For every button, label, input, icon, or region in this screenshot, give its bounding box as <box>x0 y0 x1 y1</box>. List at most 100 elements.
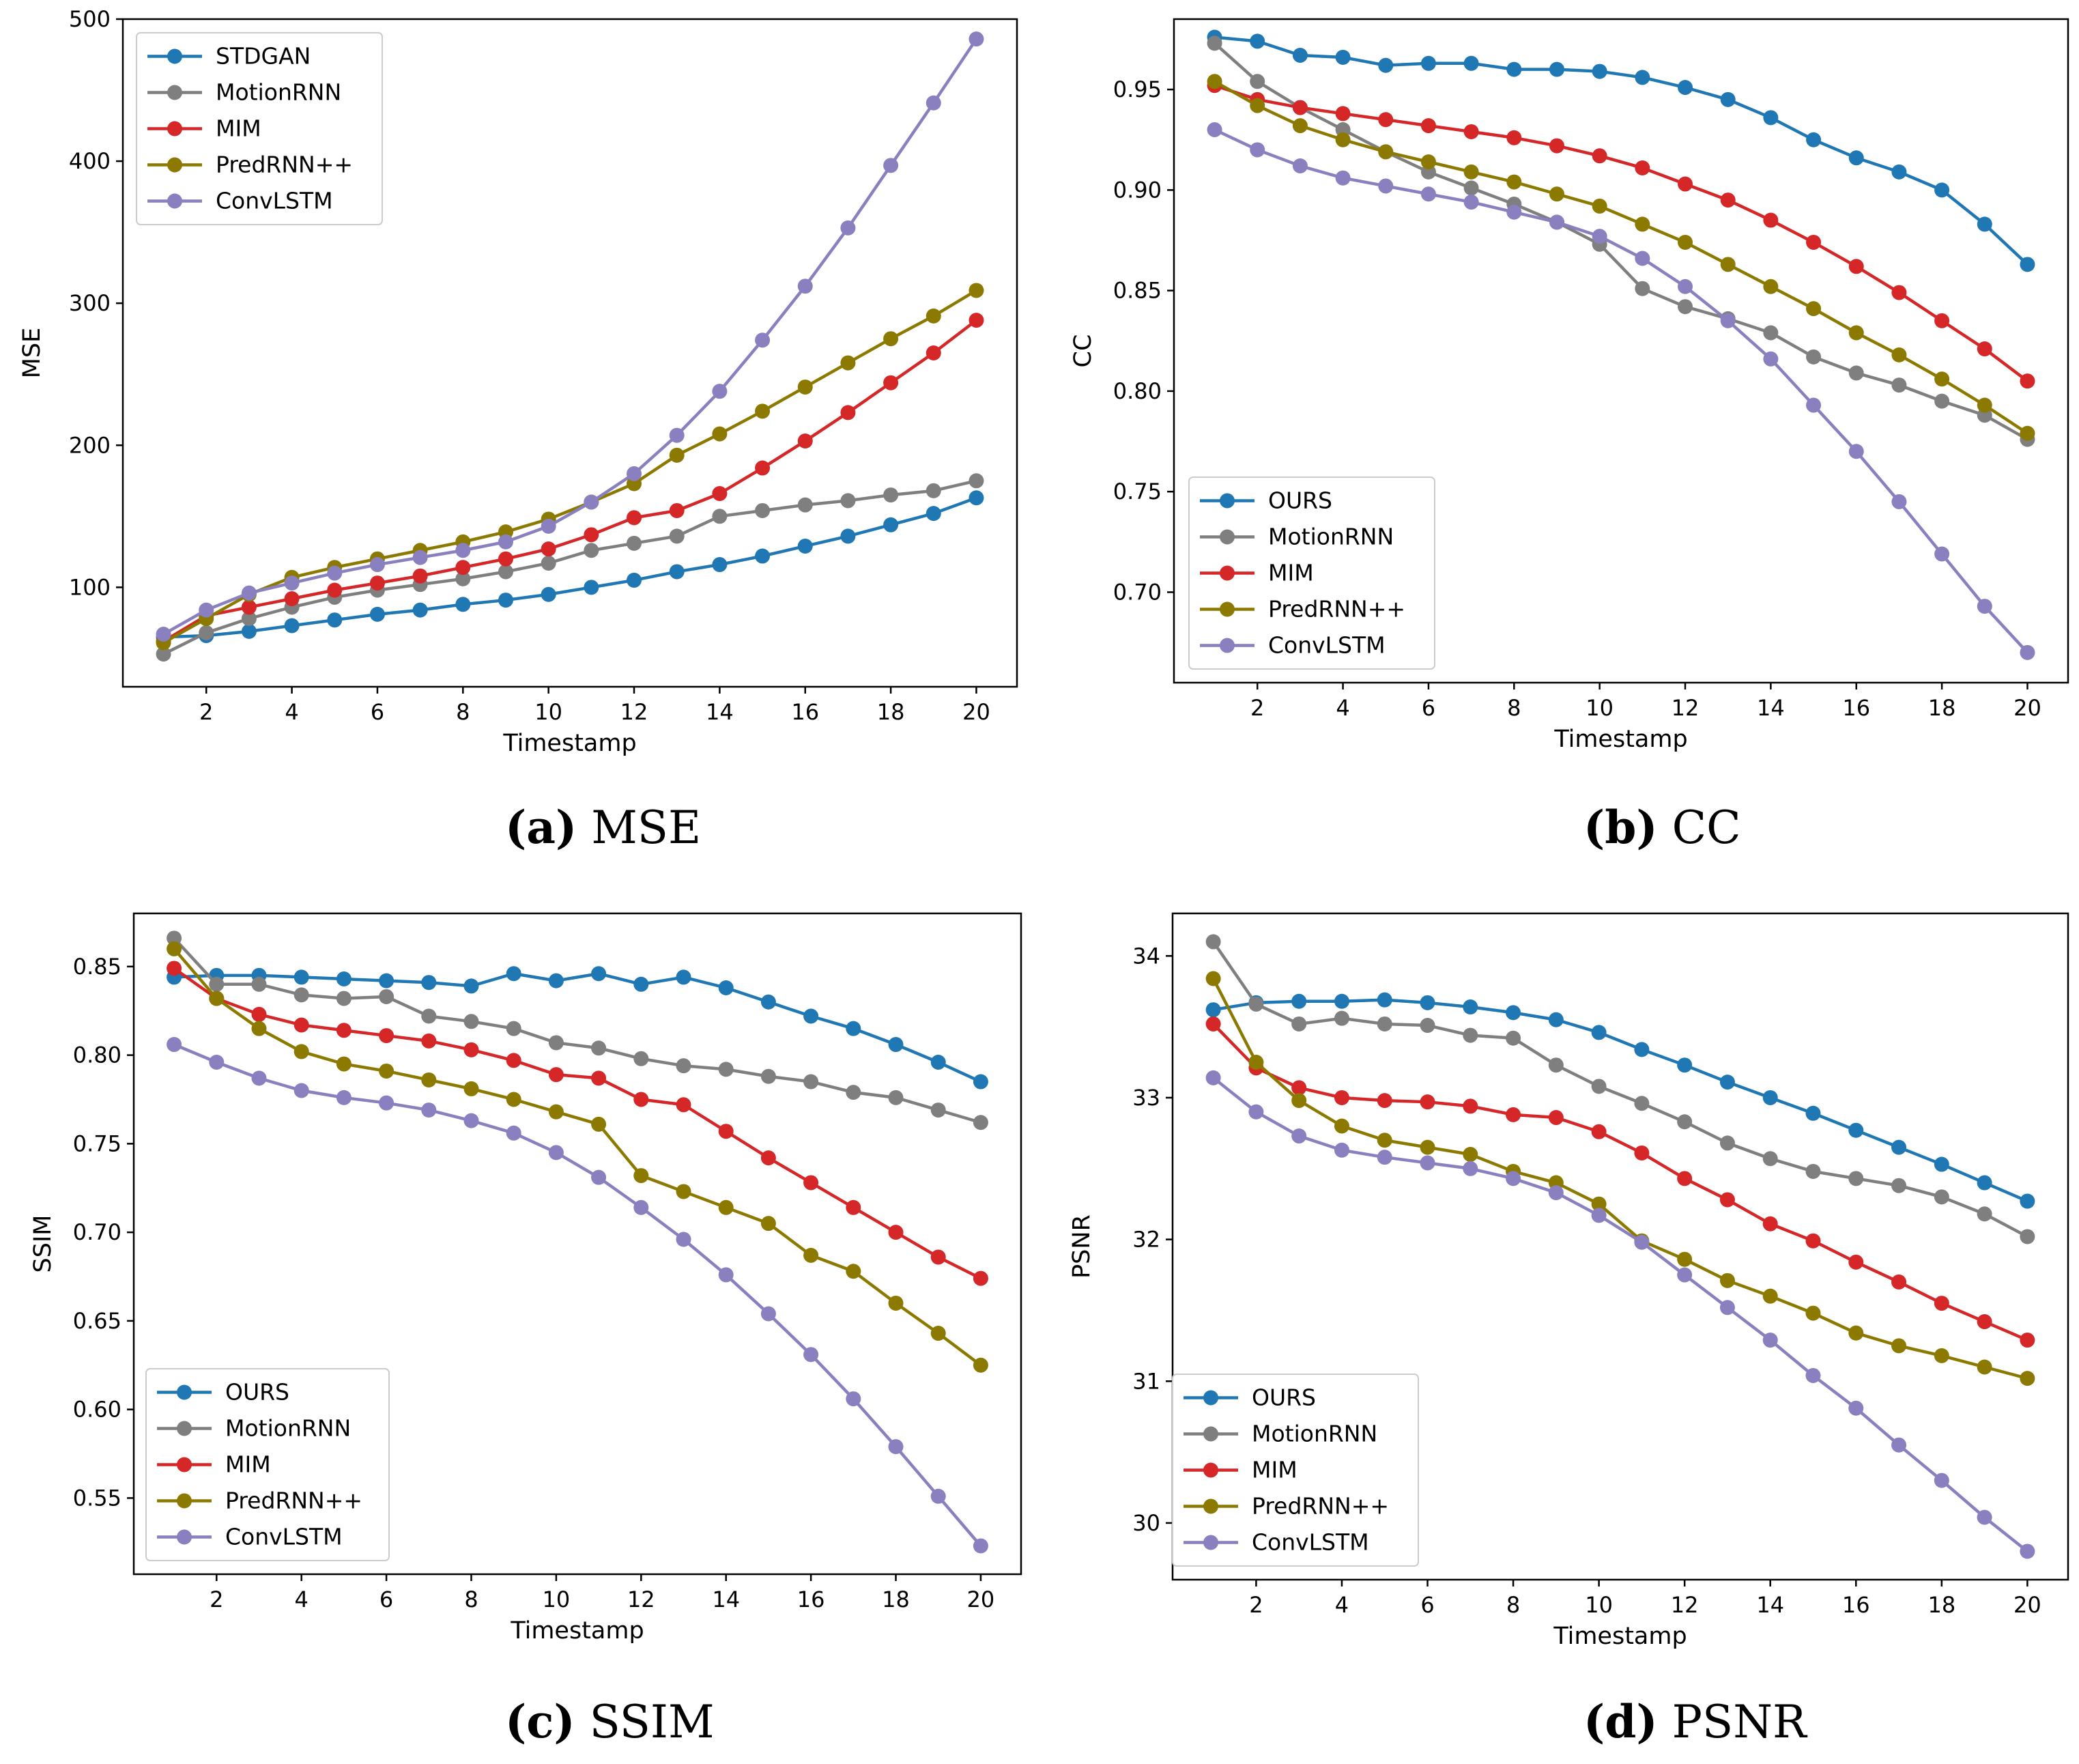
legend-label: ConvLSTM <box>225 1524 343 1550</box>
x-axis-label: Timestamp <box>510 1617 644 1645</box>
legend-swatch-marker <box>167 48 182 64</box>
x-tick-label: 18 <box>882 1587 910 1612</box>
data-point <box>1463 999 1478 1015</box>
data-point <box>498 593 513 608</box>
data-point <box>548 1104 564 1120</box>
data-point <box>1719 1300 1735 1315</box>
data-point <box>1848 1400 1864 1416</box>
x-tick-label: 12 <box>1671 1592 1699 1618</box>
data-point <box>421 1102 437 1118</box>
data-point <box>336 1090 352 1105</box>
series-ConvLSTM <box>156 31 984 642</box>
x-axis-label: Timestamp <box>1553 726 1687 753</box>
data-point <box>2020 257 2035 272</box>
legend-swatch-marker <box>177 1529 192 1545</box>
x-tick-label: 12 <box>620 699 648 725</box>
data-point <box>627 572 642 588</box>
data-point <box>718 980 734 995</box>
data-point <box>1335 132 1351 147</box>
data-point <box>1463 55 1479 71</box>
data-point <box>156 646 171 662</box>
data-point <box>1377 992 1392 1008</box>
data-point <box>591 966 607 982</box>
y-tick-label: 0.55 <box>73 1485 121 1511</box>
data-point <box>421 1008 437 1024</box>
data-point <box>1891 1274 1907 1290</box>
data-point <box>1635 251 1650 266</box>
data-point <box>1977 1175 1992 1191</box>
data-point <box>1763 279 1779 294</box>
data-point <box>1248 1104 1264 1120</box>
data-point <box>1634 1145 1650 1161</box>
x-tick-label: 2 <box>1249 1592 1263 1618</box>
data-point <box>379 1028 395 1044</box>
data-point <box>1934 393 1950 409</box>
data-point <box>1548 1057 1564 1073</box>
y-tick-label: 0.85 <box>1113 278 1162 304</box>
legend-swatch-marker <box>1203 1462 1218 1478</box>
x-axis-label: Timestamp <box>1553 1623 1687 1650</box>
legend-label: MIM <box>216 115 261 142</box>
legend-swatch-marker <box>1203 1535 1218 1550</box>
data-point <box>1334 1090 1349 1105</box>
data-point <box>1805 1367 1821 1383</box>
data-point <box>293 987 309 1003</box>
data-point <box>969 313 984 328</box>
data-point <box>421 975 437 991</box>
legend: OURS MotionRNN MIM PredRNN++ ConvLSTM <box>145 1368 390 1561</box>
data-point <box>840 493 856 509</box>
data-point <box>1205 1070 1221 1085</box>
data-point <box>541 555 556 571</box>
legend-swatch-marker <box>167 121 182 137</box>
y-tick-label: 31 <box>1132 1368 1160 1394</box>
data-point <box>1806 349 1822 365</box>
data-point <box>293 1083 309 1098</box>
legend: STDGAN MotionRNN MIM PredRNN++ ConvLSTM <box>136 32 383 225</box>
data-point <box>1463 124 1479 139</box>
data-point <box>251 1070 267 1086</box>
data-point <box>455 597 471 612</box>
data-point <box>1934 1189 1949 1205</box>
data-point <box>379 1095 395 1111</box>
data-point <box>1506 1030 1521 1046</box>
data-point <box>803 1347 819 1363</box>
data-point <box>1891 1437 1907 1453</box>
data-point <box>1634 1234 1650 1250</box>
data-point <box>1805 1233 1821 1249</box>
data-point <box>2020 1544 2035 1559</box>
data-point <box>973 1357 988 1373</box>
data-point <box>1591 1079 1607 1094</box>
chart-a: 2 4 6 8 10 12 14 16 18 20 100 200 300 400 500 Timestamp… <box>18 6 1018 854</box>
data-point <box>199 625 214 640</box>
data-point <box>336 971 352 987</box>
data-point <box>969 490 984 506</box>
data-point <box>1205 1016 1221 1032</box>
x-tick-label: 2 <box>199 699 213 725</box>
data-point <box>167 930 182 946</box>
data-point <box>1592 198 1607 214</box>
data-point <box>293 1017 309 1033</box>
data-point <box>1762 1288 1778 1304</box>
data-point <box>755 502 771 518</box>
data-point <box>327 565 343 581</box>
data-point <box>883 158 899 173</box>
data-point <box>379 1063 395 1079</box>
data-point <box>846 1264 861 1279</box>
data-point <box>797 497 813 513</box>
data-point <box>1977 216 1992 232</box>
data-point <box>669 447 685 463</box>
data-point <box>760 1068 776 1084</box>
data-point <box>888 1439 904 1455</box>
data-point <box>926 345 941 360</box>
data-point <box>676 1097 691 1113</box>
data-point <box>336 1023 352 1038</box>
legend-label: ConvLSTM <box>1252 1529 1369 1556</box>
data-point <box>1762 1090 1778 1105</box>
data-point <box>1250 98 1265 113</box>
data-point <box>412 602 428 618</box>
data-point <box>973 1538 988 1554</box>
series-line <box>173 948 982 1367</box>
data-point <box>1548 1110 1564 1126</box>
data-point <box>498 564 513 580</box>
